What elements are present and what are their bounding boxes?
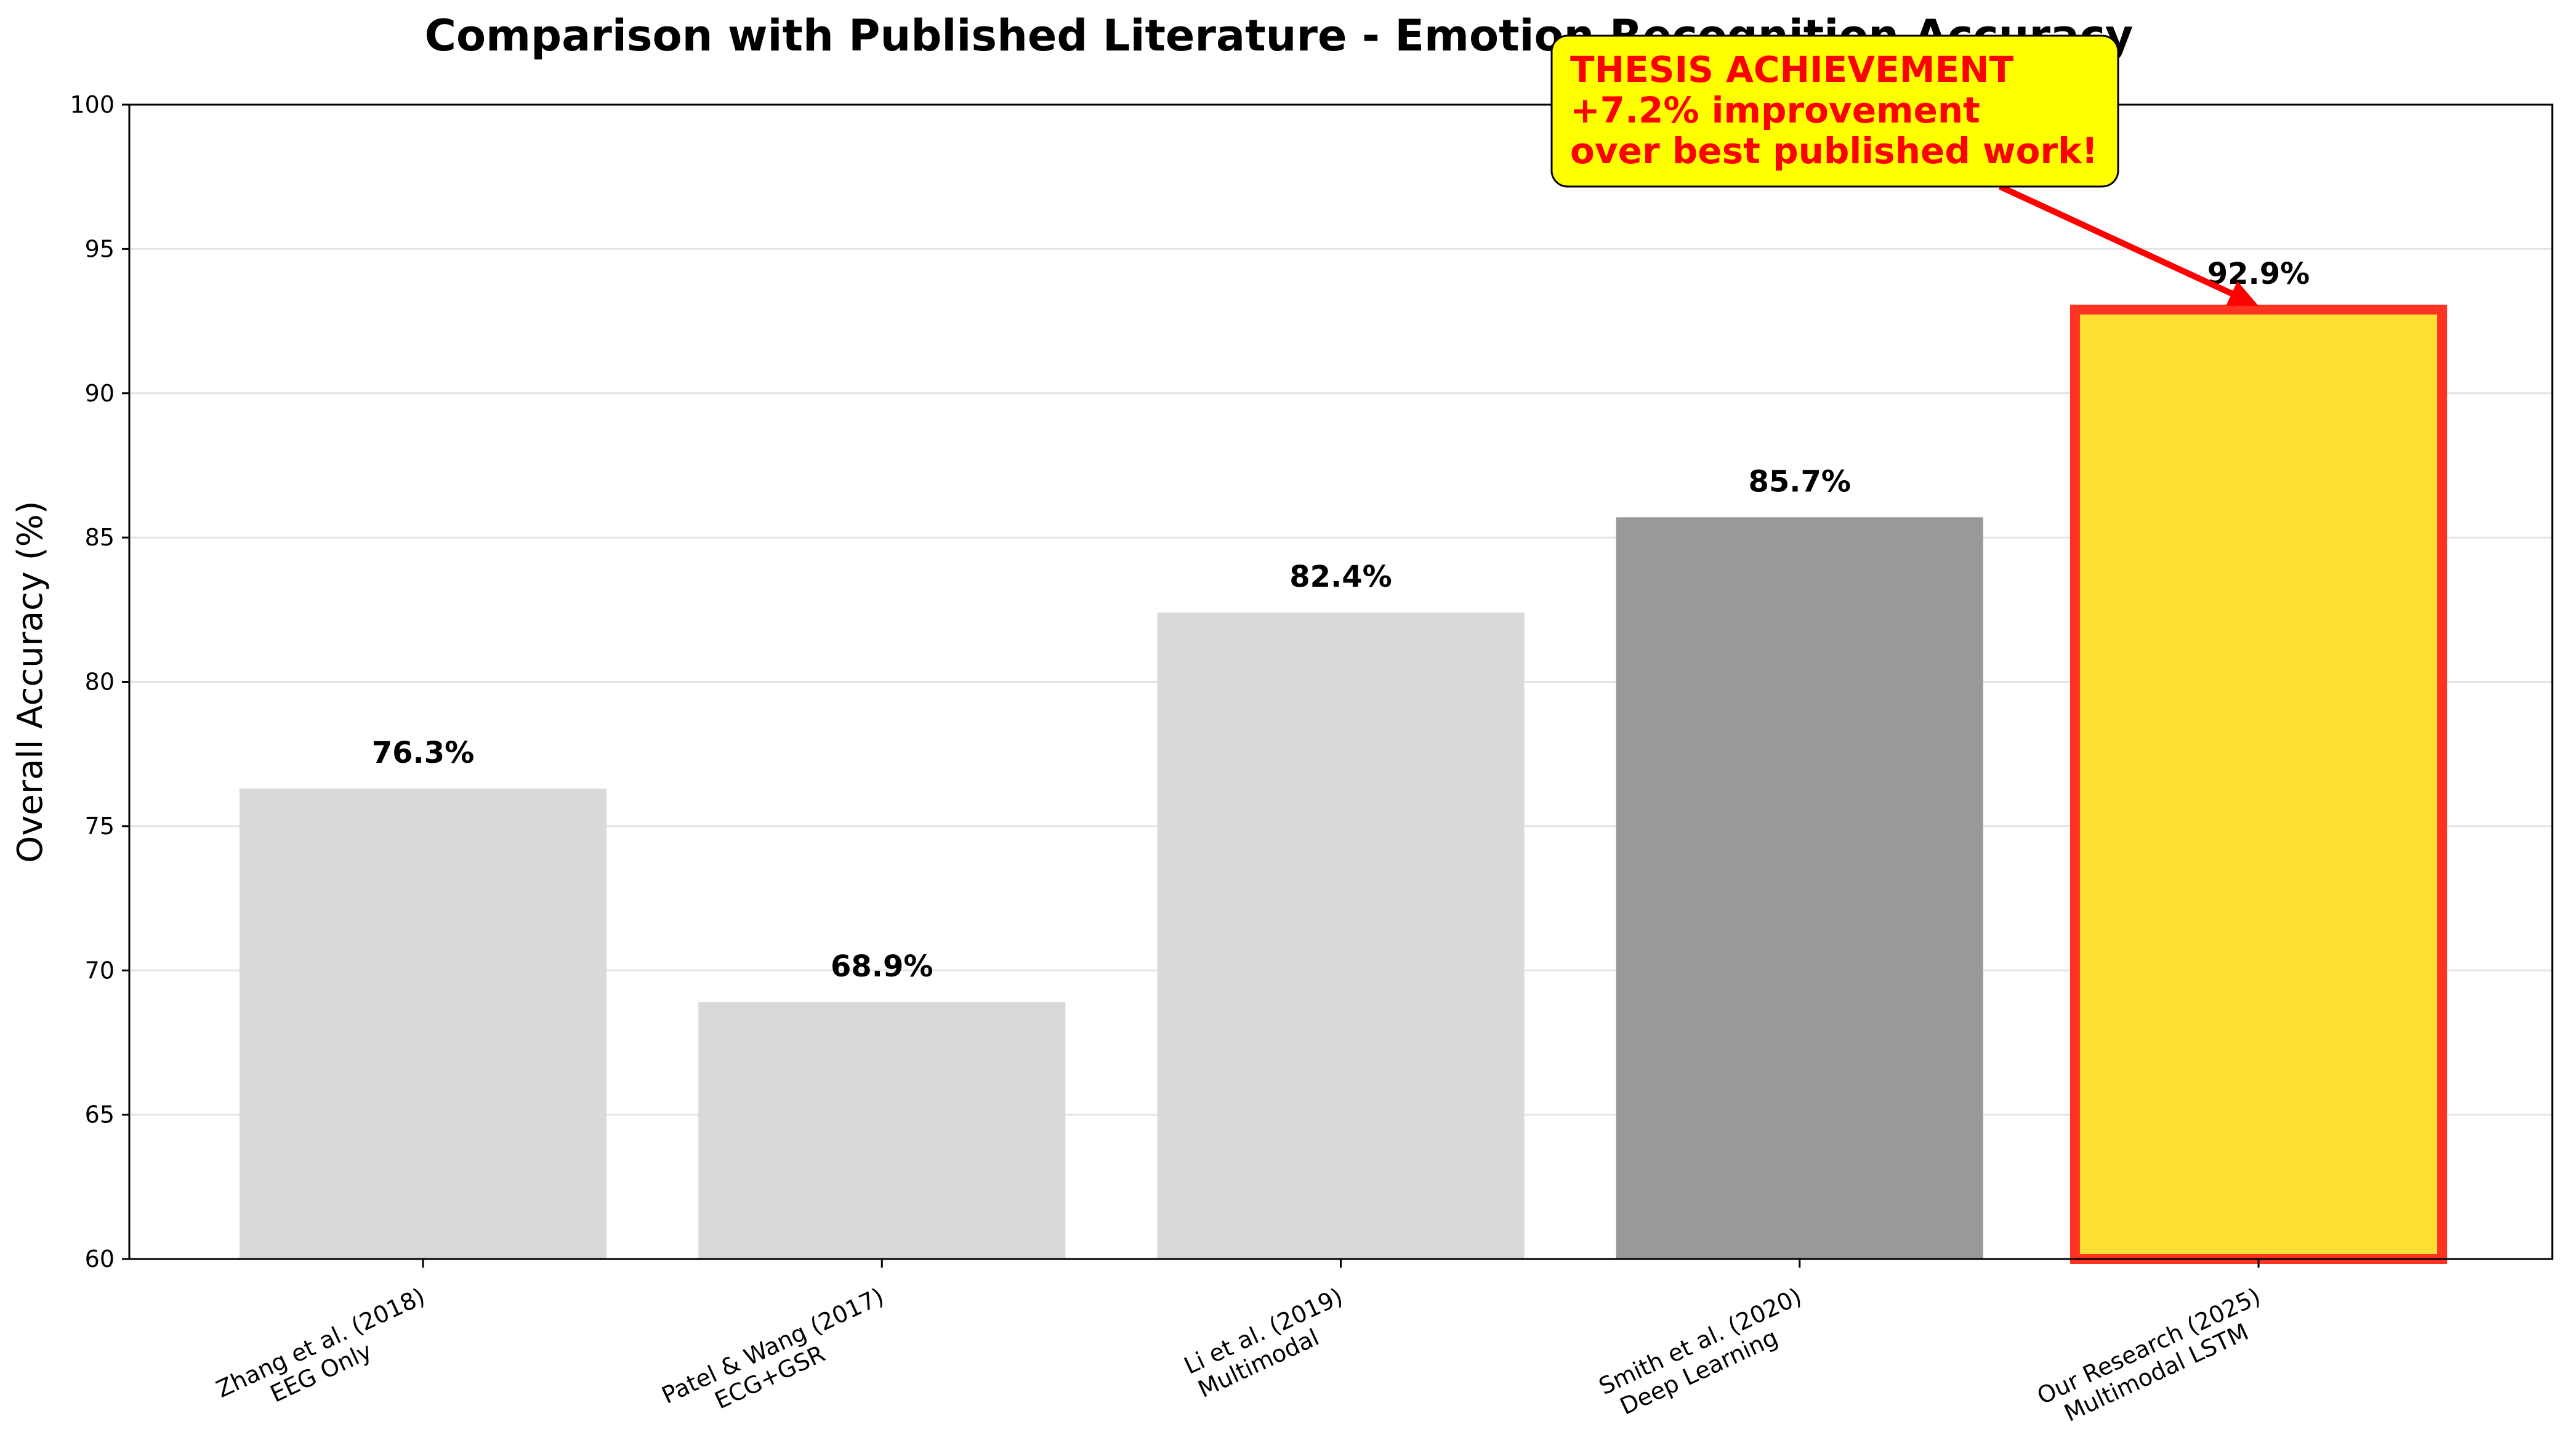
y-tick-label: 60 xyxy=(85,1245,115,1273)
bar xyxy=(239,788,607,1259)
y-tick-label: 80 xyxy=(85,669,115,696)
x-axis: Zhang et al. (2018)EEG Only Patel & Wang … xyxy=(212,1259,2276,1434)
x-tick-label: Our Research (2025)Multimodal LSTM xyxy=(2033,1282,2276,1434)
annotation: THESIS ACHIEVEMENT+7.2% improvementover … xyxy=(1550,34,2259,306)
y-tick-label: 95 xyxy=(85,235,115,262)
bar xyxy=(698,1002,1066,1259)
x-tick-label: Li et al. (2019)Multimodal xyxy=(1180,1282,1358,1404)
annotation-arrow xyxy=(1998,183,2244,302)
x-tick-label: Smith et al. (2020)Deep Learning xyxy=(1595,1282,1817,1425)
y-tick-label: 90 xyxy=(85,380,115,407)
y-tick-label: 100 xyxy=(70,91,115,118)
annotation-text-line: +7.2% improvement xyxy=(1570,89,1980,131)
x-tick-label: Zhang et al. (2018)EEG Only xyxy=(212,1282,440,1427)
bar-value-label: 82.4% xyxy=(1289,560,1392,594)
y-tick-label: 65 xyxy=(85,1101,115,1128)
y-tick-label: 75 xyxy=(85,813,115,840)
y-tick-label: 70 xyxy=(85,957,115,984)
bar xyxy=(2069,304,2448,1264)
bar-value-label: 85.7% xyxy=(1748,464,1851,499)
y-axis-label: Overall Accuracy (%) xyxy=(10,501,50,863)
bar-value-label: 68.9% xyxy=(831,949,933,984)
bars: 76.3% 68.9% 82.4% 85.7% 92.9% xyxy=(239,257,2448,1264)
bar xyxy=(1157,613,1525,1259)
y-tick-label: 85 xyxy=(85,524,115,551)
bar-value-label: 76.3% xyxy=(372,736,475,770)
annotation-box xyxy=(1550,34,2119,188)
annotation-arrowhead xyxy=(2226,281,2259,306)
bar-value-label: 92.9% xyxy=(2207,257,2310,291)
y-axis: 60 65 70 75 80 85 90 95 100 xyxy=(70,91,129,1273)
annotation-text-line: over best published work! xyxy=(1570,130,2098,172)
x-tick-label: Patel & Wang (2017)ECG+GSR xyxy=(658,1282,900,1434)
bar xyxy=(1616,517,1983,1259)
annotation-text-line: THESIS ACHIEVEMENT xyxy=(1570,49,2014,90)
